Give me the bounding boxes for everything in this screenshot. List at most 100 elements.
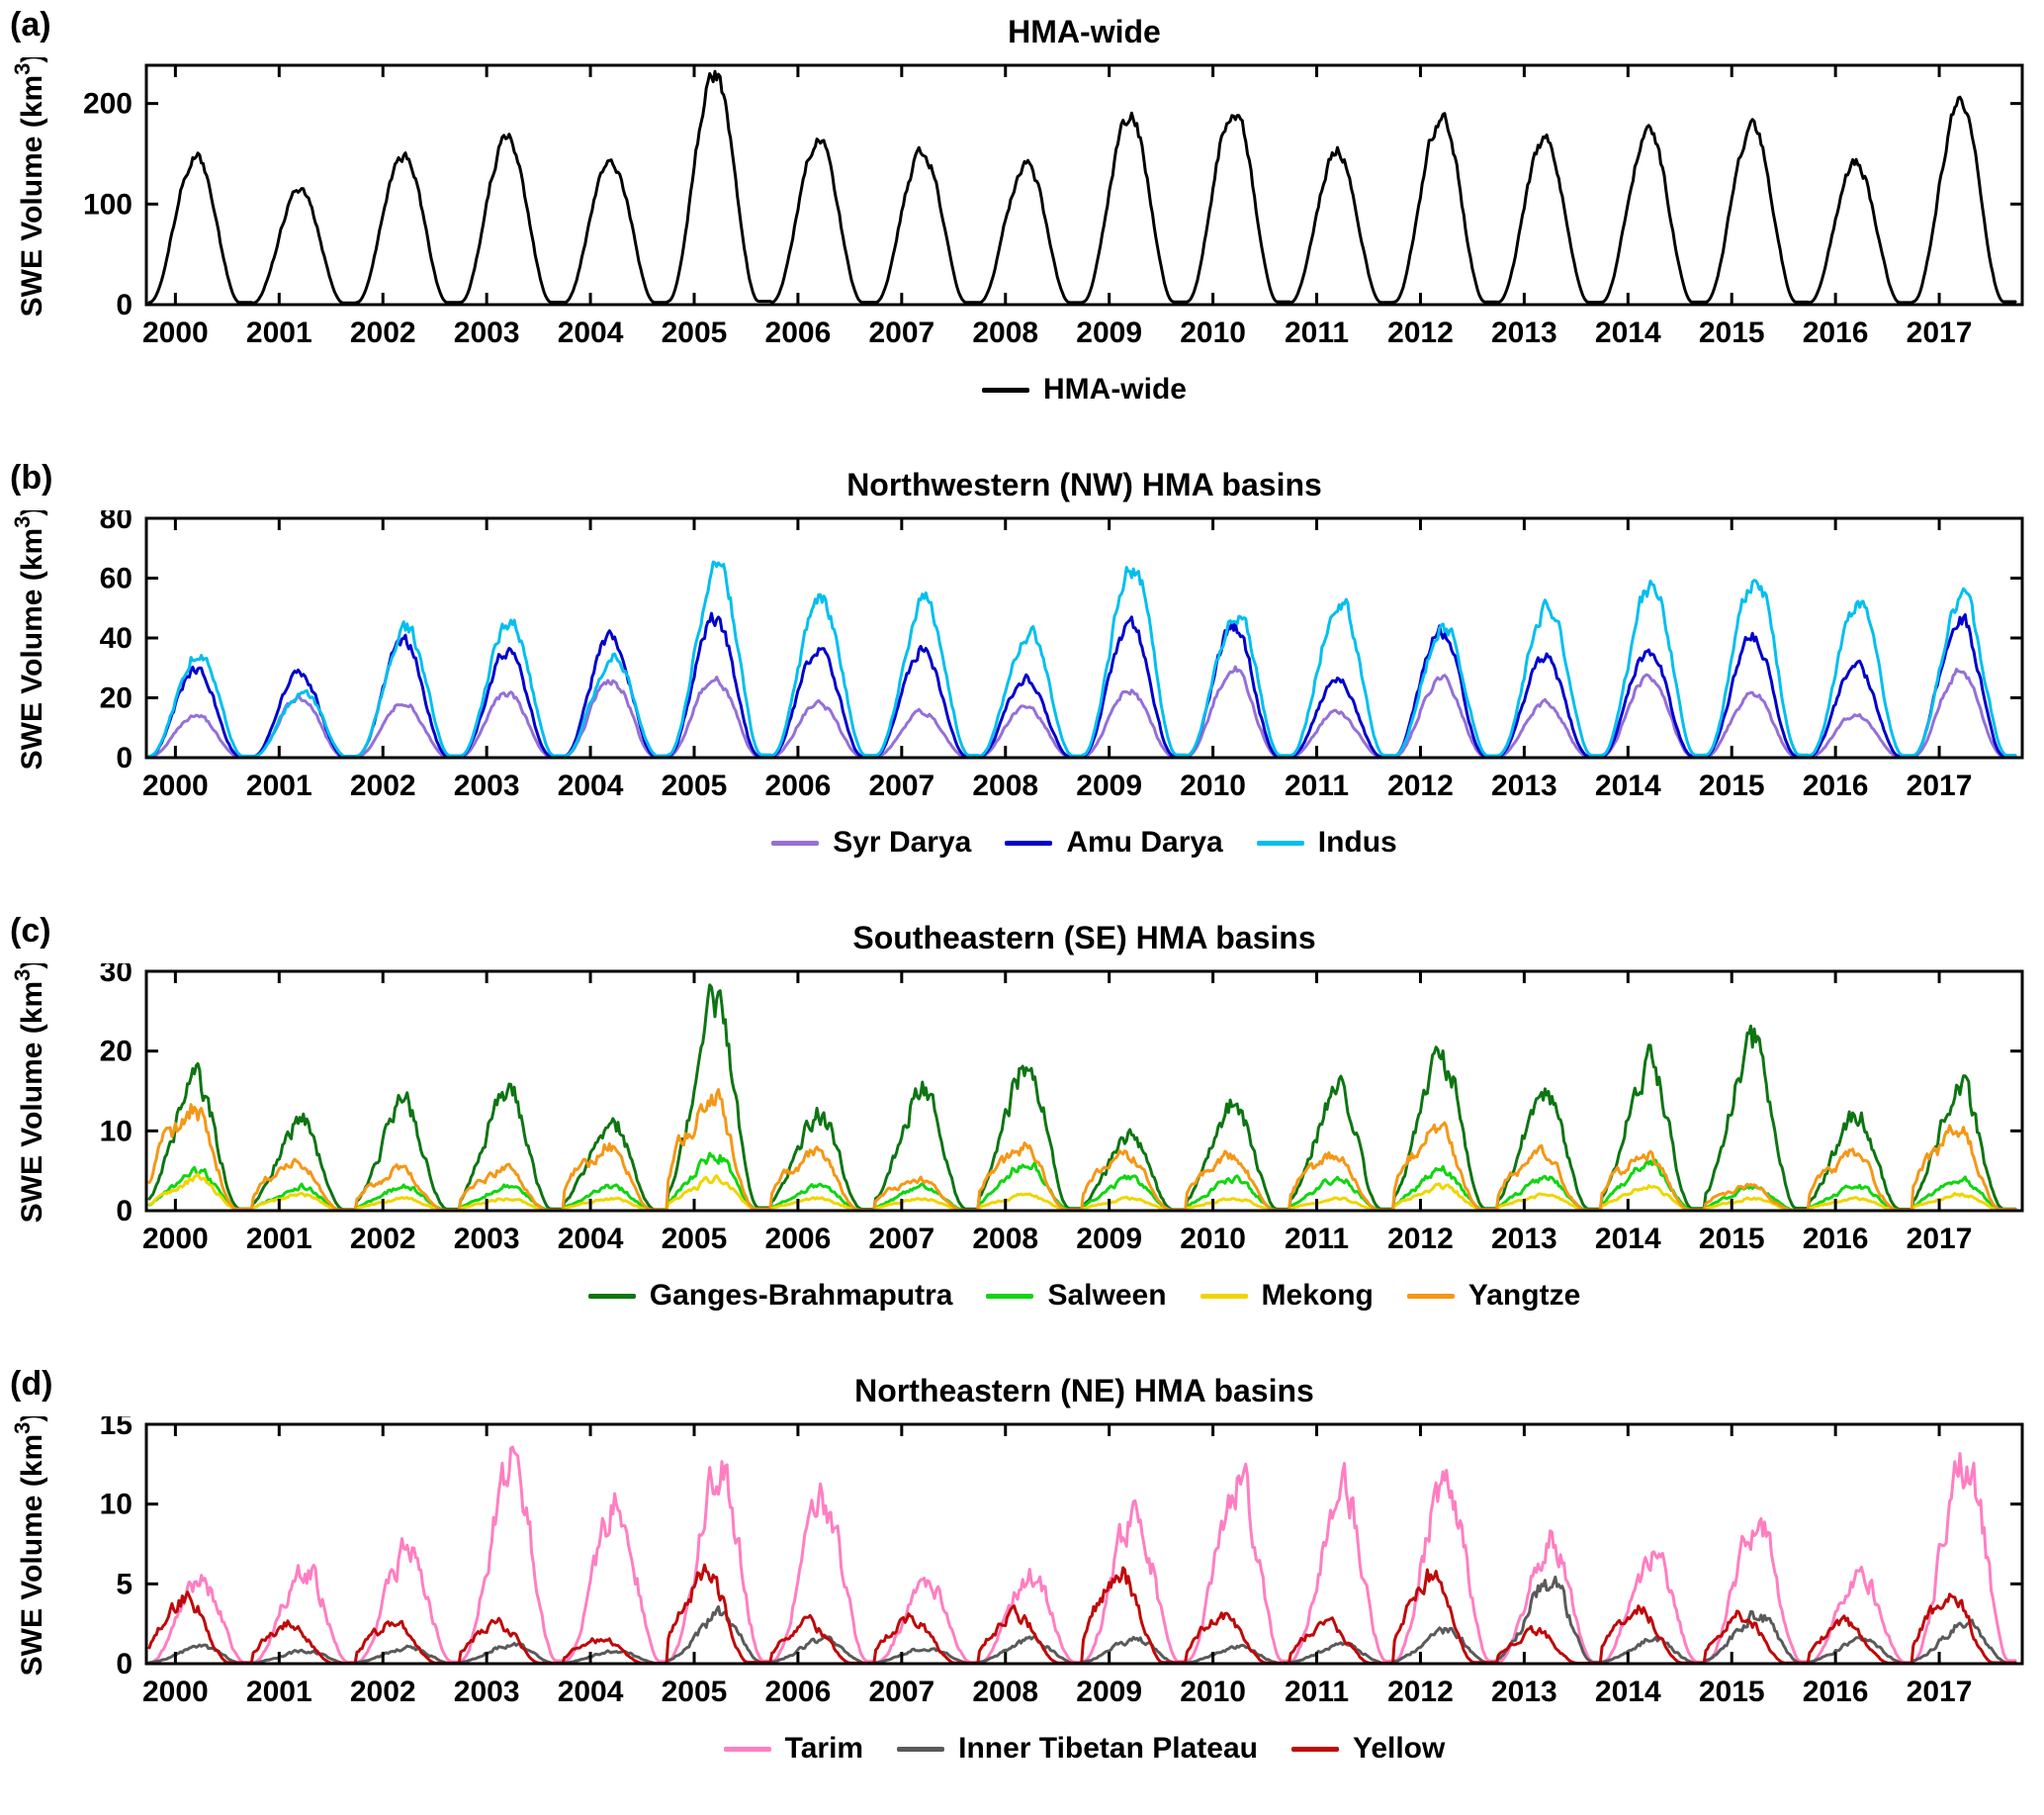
- legend-line-sample: [897, 1746, 945, 1752]
- x-tick-label: 2007: [868, 1676, 934, 1708]
- panel-a-letter: (a): [10, 6, 51, 44]
- x-tick-label: 2016: [1803, 1223, 1869, 1255]
- series-line-yangtze: [147, 1088, 2017, 1211]
- series-group: [147, 983, 2017, 1211]
- x-tick-label: 2013: [1491, 1223, 1557, 1255]
- legend-label: Syr Darya: [833, 826, 972, 859]
- series-line-hma-wide: [147, 69, 2017, 305]
- legend-line-sample: [723, 1746, 771, 1752]
- legend-label: Mekong: [1261, 1279, 1374, 1312]
- series-group: [147, 69, 2017, 305]
- x-tick-label: 2006: [765, 1676, 832, 1708]
- legend-item-salween: Salween: [986, 1279, 1167, 1313]
- x-tick-label: 2012: [1387, 1223, 1454, 1255]
- y-tick-label: 15: [100, 1416, 133, 1441]
- x-tick-label: 2016: [1803, 1676, 1869, 1708]
- x-tick-label: 2001: [246, 317, 312, 349]
- y-tick-label: 20: [100, 682, 133, 715]
- legend-item-mekong: Mekong: [1200, 1279, 1374, 1313]
- x-tick-label: 2000: [142, 317, 209, 349]
- x-tick-label: 2003: [454, 1223, 520, 1255]
- x-tick-label: 2005: [662, 1223, 728, 1255]
- x-tick-label: 2005: [662, 1676, 728, 1708]
- legend-item-yangtze: Yangtze: [1406, 1279, 1581, 1313]
- x-tick-label: 2004: [558, 1223, 624, 1255]
- y-axis-label: SWE Volume (km3): [10, 510, 48, 770]
- panel-c-letter: (c): [10, 912, 51, 950]
- legend-line-sample: [982, 387, 1029, 393]
- y-tick-label: 10: [100, 1489, 133, 1521]
- ticks: [146, 969, 2022, 1213]
- ticks: [146, 1422, 2022, 1666]
- panel-a-title: HMA-wide: [1008, 14, 1161, 49]
- x-tick-label: 2015: [1699, 1676, 1765, 1708]
- y-tick-label: 100: [83, 188, 133, 221]
- x-tick-label: 2011: [1285, 770, 1349, 802]
- legend-line-sample: [1005, 840, 1053, 846]
- legend-label: Salween: [1047, 1279, 1167, 1312]
- legend-item-amu-darya: Amu Darya: [1005, 826, 1223, 860]
- legend-label: Yangtze: [1467, 1279, 1581, 1312]
- x-tick-label: 2007: [868, 1223, 934, 1255]
- x-tick-label: 2007: [868, 317, 934, 349]
- x-tick-label: 2016: [1803, 770, 1869, 802]
- y-tick-label: 40: [100, 622, 133, 655]
- legend-item-ganges-brahmaputra: Ganges-Brahmaputra: [587, 1279, 953, 1313]
- series-line-yellow: [147, 1563, 2017, 1664]
- legend-line-sample: [986, 1293, 1034, 1299]
- y-tick-label: 200: [83, 88, 133, 121]
- x-tick-label: 2015: [1699, 1223, 1765, 1255]
- x-tick-label: 2014: [1595, 317, 1661, 349]
- x-tick-label: 2002: [350, 1676, 416, 1708]
- x-tick-label: 2008: [972, 770, 1038, 802]
- legend-label: Ganges-Brahmaputra: [649, 1279, 953, 1312]
- y-axis-label: SWE Volume (km3): [10, 1416, 48, 1676]
- x-tick-label: 2009: [1076, 317, 1142, 349]
- panel-d-plot: 2000 2001 2002 2003 2004 2005 2006 2007 2008 2009…: [10, 1416, 2024, 1708]
- panel-c-legend: Ganges-Brahmaputra Salween Mekong Yangtze: [146, 1270, 2022, 1321]
- axes-box: [144, 969, 2024, 1213]
- legend-item-inner-tibetan-plateau: Inner Tibetan Plateau: [897, 1732, 1258, 1766]
- x-tick-label: 2010: [1180, 317, 1246, 349]
- axes-box: [144, 63, 2024, 307]
- legend-line-sample: [1256, 840, 1304, 846]
- y-tick-label: 0: [116, 1648, 133, 1680]
- legend-line-sample: [771, 840, 820, 846]
- x-tick-label: 2004: [558, 317, 624, 349]
- y-tick-label: 10: [100, 1115, 133, 1147]
- legend-item-hma-wide: HMA-wide: [982, 373, 1187, 407]
- x-tick-label: 2010: [1180, 770, 1246, 802]
- x-tick-label: 2013: [1491, 770, 1557, 802]
- panel-a: (a) HMA-wide 2000 2001 2002 2003 2004 2005 200…: [0, 0, 2044, 453]
- panel-b-legend: Syr Darya Amu Darya Indus: [146, 817, 2022, 868]
- panel-b-header: (b) Northwestern (NW) HMA basins: [0, 459, 2044, 510]
- legend-item-indus: Indus: [1256, 826, 1397, 860]
- legend-label: Tarim: [784, 1732, 864, 1765]
- x-tick-label: 2009: [1076, 1223, 1142, 1255]
- panel-b: (b) Northwestern (NW) HMA basins 2000 200…: [0, 453, 2044, 906]
- legend-item-yellow: Yellow: [1290, 1732, 1446, 1766]
- panel-d-title: Northeastern (NE) HMA basins: [854, 1373, 1314, 1408]
- x-tick-label: 2014: [1595, 770, 1661, 802]
- x-tick-label: 2006: [765, 770, 832, 802]
- x-tick-label: 2003: [454, 1676, 520, 1708]
- legend-line-sample: [1406, 1293, 1455, 1299]
- y-tick-label: 0: [116, 742, 133, 774]
- legend-line-sample: [587, 1293, 636, 1299]
- x-tick-label: 2000: [142, 770, 209, 802]
- x-tick-label: 2017: [1907, 1223, 1973, 1255]
- x-tick-label: 2017: [1907, 1676, 1973, 1708]
- x-tick-label: 2010: [1180, 1223, 1246, 1255]
- x-tick-label: 2004: [558, 770, 624, 802]
- panel-c-title: Southeastern (SE) HMA basins: [852, 920, 1316, 955]
- x-tick-label: 2013: [1491, 317, 1557, 349]
- x-tick-label: 2000: [142, 1676, 209, 1708]
- axes-box: [144, 1422, 2024, 1666]
- legend-label: Yellow: [1352, 1732, 1446, 1765]
- y-axis-label: SWE Volume (km3): [10, 57, 48, 317]
- panel-c: (c) Southeastern (SE) HMA basins 2000 200…: [0, 906, 2044, 1359]
- series-group: [147, 1445, 2017, 1664]
- x-tick-label: 2012: [1387, 1676, 1454, 1708]
- x-tick-label: 2006: [765, 317, 832, 349]
